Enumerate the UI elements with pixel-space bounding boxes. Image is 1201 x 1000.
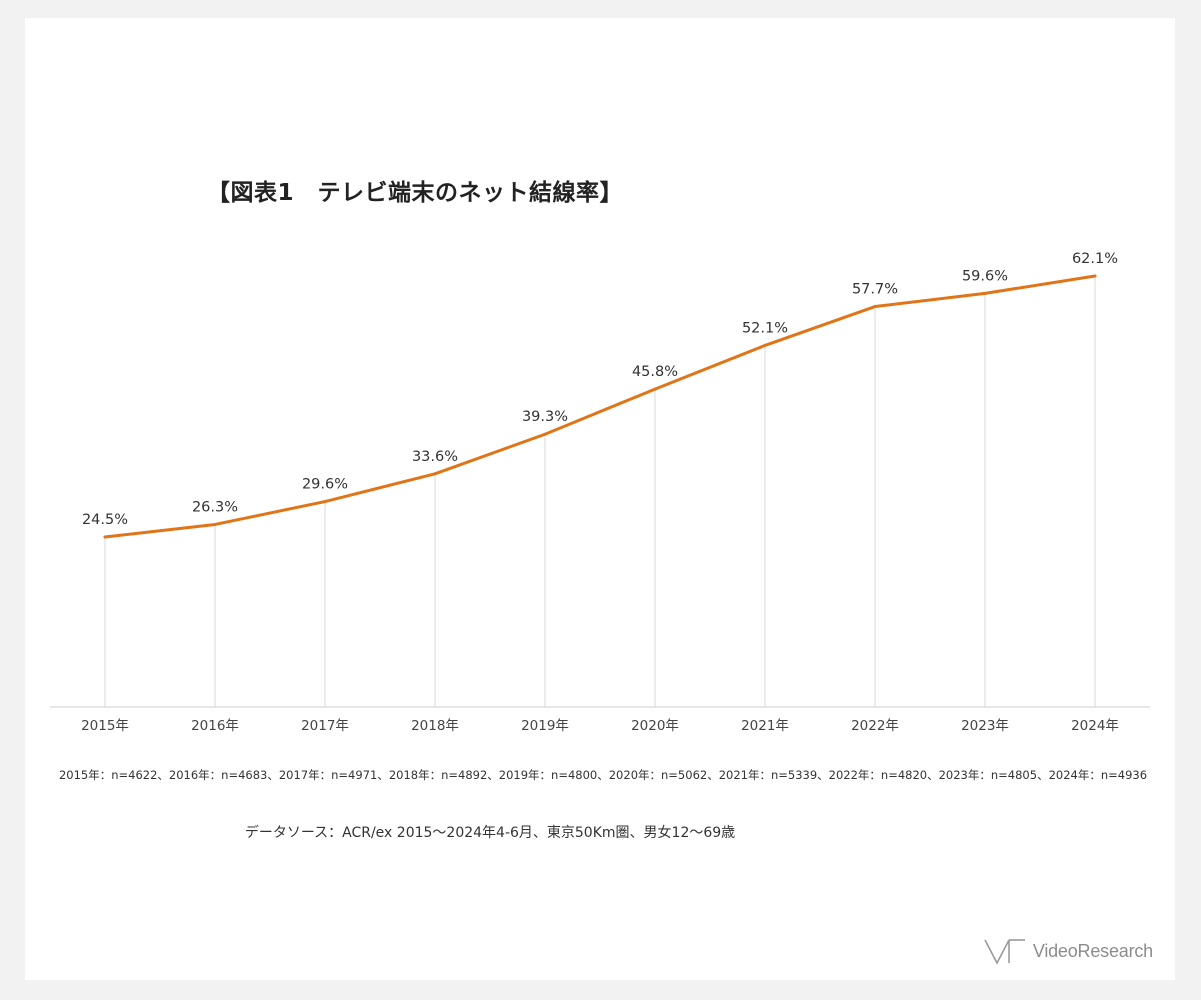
data-label: 59.6% [962, 268, 1008, 284]
x-tick-label: 2022年 [851, 718, 899, 734]
data-point [543, 432, 547, 436]
videoresearch-logo: VideoResearch [983, 936, 1153, 966]
data-label: 24.5% [82, 512, 128, 528]
data-label: 26.3% [192, 499, 238, 515]
chart-title: 【図表1 テレビ端末のネット結線率】 [206, 180, 623, 206]
x-tick-label: 2015年 [81, 718, 129, 734]
data-label: 57.7% [852, 282, 898, 298]
data-label: 33.6% [412, 449, 458, 465]
data-point [763, 343, 767, 347]
series-line [103, 274, 1097, 539]
logo-text: VideoResearch [1032, 940, 1153, 961]
x-tick-label: 2016年 [191, 718, 239, 734]
videoresearch-logo-icon [984, 939, 1025, 965]
data-point [103, 535, 107, 539]
data-point [653, 387, 657, 391]
data-source-note: データソース：ACR/ex 2015～2024年4-6月、東京50Km圏、男女1… [244, 825, 736, 841]
data-label: 52.1% [742, 320, 788, 336]
x-tick-label: 2021年 [741, 718, 789, 734]
data-point [323, 500, 327, 504]
x-tick-label: 2019年 [521, 718, 569, 734]
data-point [873, 305, 877, 309]
data-label: 29.6% [302, 477, 348, 493]
data-point [213, 522, 217, 526]
data-label: 45.8% [632, 364, 678, 380]
line-chart: 24.5% 26.3% 29.6% 33.6% 39.3% 45.8% 52.1% 57.7%… [50, 251, 1150, 734]
sample-size-note: 2015年：n=4622、2016年：n=4683、2017年：n=4971、2… [58, 768, 1148, 782]
x-tick-label: 2023年 [961, 718, 1009, 734]
data-label: 39.3% [522, 409, 568, 425]
x-tick-label: 2018年 [411, 718, 459, 734]
x-tick-label: 2020年 [631, 718, 679, 734]
x-tick-label: 2017年 [301, 718, 349, 734]
chart-card: 【図表1 テレビ端末のネット結線率】 24.5% 26.3% 29.6% 33.6% 3… [25, 18, 1175, 980]
data-point [433, 472, 437, 476]
data-label: 62.1% [1072, 251, 1118, 267]
x-tick-label: 2024年 [1071, 718, 1119, 734]
data-point [1093, 274, 1097, 278]
data-point [983, 291, 987, 295]
